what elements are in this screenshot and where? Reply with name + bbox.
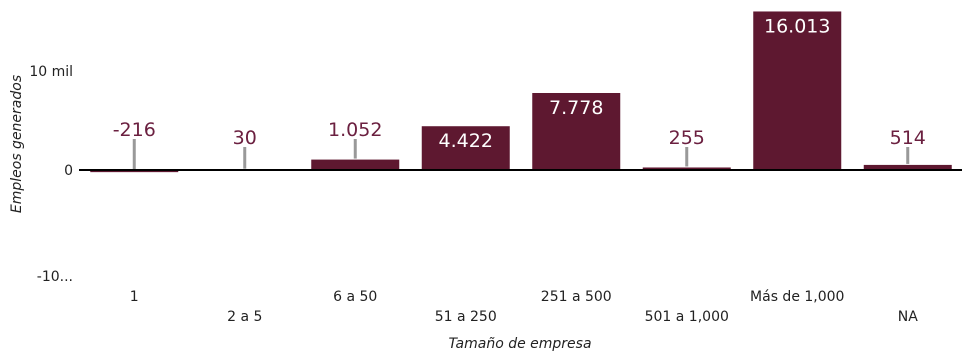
category-label-0: 1 <box>130 289 139 305</box>
category-label-1: 2 a 5 <box>227 309 262 325</box>
bar-7 <box>863 164 952 170</box>
value-label-1: 30 <box>233 127 257 149</box>
bar-4 <box>532 92 621 170</box>
y-tick-label-1: 0 <box>64 163 73 179</box>
category-label-7: NA <box>898 309 918 325</box>
y-axis-title: Empleos generados <box>9 75 25 213</box>
value-label-4: 7.778 <box>549 97 603 119</box>
bar-6 <box>753 11 842 171</box>
bar-3 <box>421 126 510 170</box>
value-label-7: 514 <box>890 127 926 149</box>
bar-0 <box>90 170 179 173</box>
category-label-2: 6 a 50 <box>333 289 377 305</box>
x-axis-title: Tamaño de empresa <box>448 336 591 352</box>
value-label-3: 4.422 <box>439 130 493 152</box>
value-labels-layer: -216 30 1.052 4.422 7.778 255 16.013 514 <box>113 15 926 152</box>
value-label-0: -216 <box>113 119 156 141</box>
category-label-3: 51 a 250 <box>435 309 497 325</box>
bars-layer <box>90 11 952 173</box>
y-tick-label-2: -10... <box>37 269 73 285</box>
bar-5 <box>642 167 731 170</box>
bar-2 <box>311 159 400 170</box>
value-label-2: 1.052 <box>328 119 382 141</box>
y-axis-ticks: 10 mil 0 -10... <box>29 64 73 285</box>
value-label-6: 16.013 <box>764 15 830 37</box>
leaders-layer <box>132 139 910 169</box>
x-axis-categories: 1 2 a 5 6 a 50 51 a 250 251 a 500 501 a 1,000… <box>130 289 918 325</box>
category-label-4: 251 a 500 <box>541 289 612 305</box>
value-label-5: 255 <box>669 127 705 149</box>
y-tick-label-0: 10 mil <box>29 64 73 80</box>
category-label-6: Más de 1,000 <box>750 289 844 305</box>
category-label-5: 501 a 1,000 <box>645 309 729 325</box>
